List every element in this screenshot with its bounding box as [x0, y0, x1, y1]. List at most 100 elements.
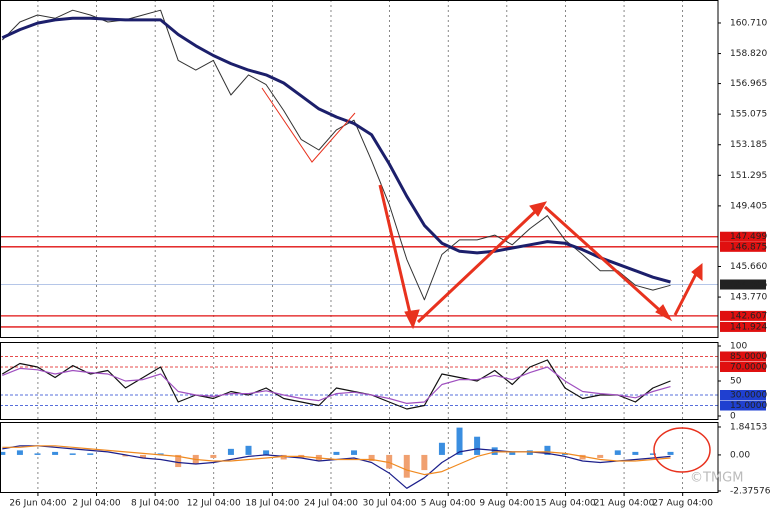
histogram-bar	[386, 454, 393, 469]
histogram-bar	[34, 453, 41, 455]
x-tick-label: 30 Jul 04:00	[363, 499, 417, 509]
marks-layer	[0, 9, 674, 489]
histogram-bar	[597, 454, 604, 458]
histogram-bar	[263, 450, 270, 455]
x-tick-label: 12 Jul 04:00	[187, 499, 241, 509]
series-line	[2, 366, 671, 404]
histogram-bar	[403, 454, 410, 478]
histogram-bar	[438, 442, 445, 455]
histogram-bar	[87, 453, 94, 455]
arrow-head	[691, 262, 703, 282]
histogram-bar	[122, 454, 129, 457]
arrow	[416, 205, 542, 324]
x-tick-label: 21 Aug 04:00	[594, 499, 655, 509]
histogram-bar	[614, 450, 621, 455]
histogram-bar	[351, 450, 358, 455]
x-tick-label: 9 Aug 04:00	[479, 499, 534, 509]
level-label: 147.499	[730, 232, 767, 242]
level-label: 15.0000	[730, 401, 767, 411]
x-tick-label: 8 Jul 04:00	[131, 499, 180, 509]
level-label-box	[720, 310, 766, 321]
histogram-bar	[280, 454, 287, 460]
trend-line	[261, 87, 356, 163]
highlight-circle	[653, 427, 711, 473]
level-label: 142.607	[730, 311, 767, 321]
y-tick-label: 156.965	[730, 79, 767, 89]
histogram-bar	[456, 427, 463, 455]
histogram-bar	[632, 451, 639, 455]
panel-frame	[0, 422, 719, 493]
level-label-box	[720, 351, 766, 362]
y-tick-label: 0	[730, 412, 736, 422]
x-tick-label: 2 Jul 04:00	[72, 499, 121, 509]
histogram-bar	[649, 453, 656, 455]
level-label-box	[720, 321, 766, 332]
level-label: 30.0000	[730, 391, 767, 401]
histogram-bar	[210, 454, 217, 458]
histogram-bar	[526, 450, 533, 455]
level-label: 141.924	[730, 322, 767, 332]
y-tick-label: 160.710	[730, 18, 767, 28]
y-tick-label: 151.295	[730, 171, 767, 181]
histogram-bar	[667, 451, 674, 455]
level-label-box	[720, 361, 766, 372]
histogram-bar	[69, 453, 76, 455]
x-tick-label: 27 Aug 04:00	[652, 499, 713, 509]
histogram-bar	[16, 450, 23, 455]
series-line	[2, 445, 671, 476]
x-tick-label: 18 Jul 04:00	[245, 499, 299, 509]
level-label-box	[720, 231, 766, 242]
histogram-bar	[0, 451, 6, 455]
x-tick-label: 5 Aug 04:00	[421, 499, 476, 509]
annotations	[261, 87, 711, 473]
x-tick-label: 15 Aug 04:00	[535, 499, 596, 509]
level-label-box	[720, 400, 766, 411]
histogram-bar	[227, 448, 234, 455]
level-label: 70.0000	[730, 362, 767, 372]
histogram-bar	[509, 451, 516, 455]
price-label-box	[720, 279, 766, 290]
grid-layer	[0, 0, 718, 493]
arrow	[673, 269, 700, 316]
histogram-bar	[544, 445, 551, 455]
x-tick-label: 26 Jun 04:00	[9, 499, 66, 509]
histogram-bar	[175, 454, 182, 468]
y-tick-label: 145.660	[730, 262, 767, 272]
histogram-bar	[474, 436, 481, 455]
y-tick-label: 153.185	[730, 140, 767, 150]
histogram-bar	[579, 454, 586, 460]
histogram-bar	[245, 445, 252, 455]
histogram-bar	[562, 453, 569, 455]
histogram-bar	[491, 447, 498, 455]
y-tick-label: 149.405	[730, 201, 767, 211]
histogram-bar	[52, 451, 59, 455]
x-tick-label: 24 Jul 04:00	[304, 499, 358, 509]
level-label-box	[720, 390, 766, 401]
arrow	[378, 184, 414, 323]
y-tick-label: 158.820	[730, 49, 767, 59]
level-label: 85.0000	[730, 352, 767, 362]
histogram-bar	[333, 451, 340, 455]
watermark: ©TMGM	[690, 471, 743, 486]
arrow-head	[404, 309, 420, 330]
price-label: 144.546	[730, 280, 767, 290]
arrow	[543, 205, 667, 317]
panel-frame	[0, 0, 719, 338]
level-label: 146.875	[730, 242, 767, 252]
y-tick-label: 50	[730, 377, 742, 387]
arrow-head	[655, 304, 673, 322]
histogram-bar	[157, 453, 164, 455]
y-tick-label: 1.84153	[730, 422, 767, 432]
level-label-box	[720, 241, 766, 252]
series-line	[1, 9, 671, 301]
y-tick-label: 155.075	[730, 110, 767, 120]
histogram-bar	[421, 454, 428, 471]
y-tick-label: 143.770	[730, 293, 767, 303]
series-line	[1, 16, 671, 284]
arrow-head	[529, 201, 548, 217]
y-tick-label: -2.37576	[730, 486, 770, 496]
histogram-bar	[368, 454, 375, 461]
